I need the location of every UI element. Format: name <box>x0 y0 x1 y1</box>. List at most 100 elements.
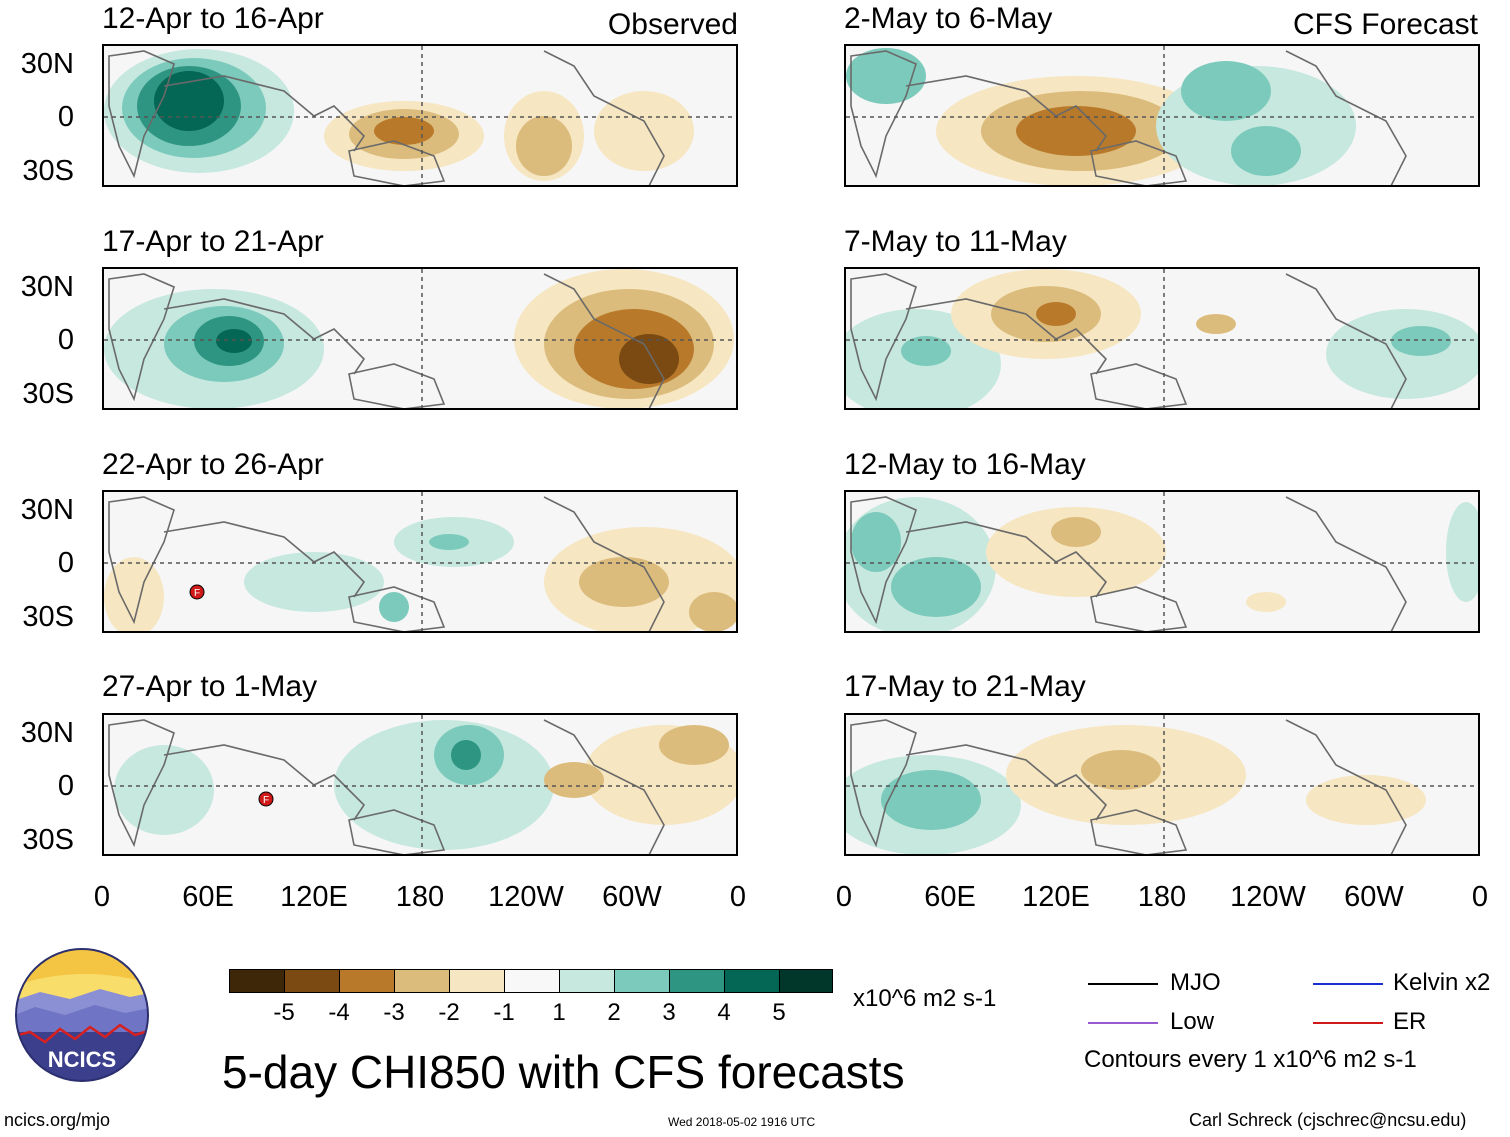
colorbar-label: -5 <box>273 999 295 1026</box>
lon-label: 60E <box>182 881 234 913</box>
colorbar-label: 1 <box>552 999 566 1026</box>
coastlines <box>108 719 665 854</box>
lat-label-30n: 30N <box>20 48 74 80</box>
colorbar-swatch <box>394 969 450 993</box>
lon-label: 120E <box>1022 881 1090 913</box>
lat-label-30n: 30N <box>20 494 74 526</box>
map-panel <box>844 713 1480 856</box>
panel-title-obs-3: 22-Apr to 26-Apr <box>102 448 324 481</box>
map-panel <box>102 44 738 187</box>
contours-note: Contours every 1 x10^6 m2 s-1 <box>1084 1046 1417 1073</box>
lat-label-30s: 30S <box>22 601 74 633</box>
legend-mjo: MJO <box>1170 969 1221 996</box>
storm-marker: F <box>189 584 205 600</box>
negative-anomaly-shading <box>936 76 1216 185</box>
negative-anomaly-shading <box>1006 725 1426 825</box>
kelvin-line <box>1313 983 1383 985</box>
map-panel <box>844 44 1480 187</box>
main-title: 5-day CHI850 with CFS forecasts <box>222 1046 905 1098</box>
lon-label: 180 <box>395 881 445 913</box>
legend-er: ER <box>1393 1008 1427 1035</box>
colorbar-swatch <box>724 969 780 993</box>
ncics-logo: NCICS <box>10 947 155 1082</box>
negative-anomaly-shading <box>951 269 1236 359</box>
negative-anomaly-shading <box>104 527 736 631</box>
colorbar-swatch <box>229 969 285 993</box>
panel-title-obs-2: 17-Apr to 21-Apr <box>102 225 324 258</box>
lon-label: 60E <box>924 881 976 913</box>
colorbar-swatch <box>284 969 340 993</box>
coastlines <box>850 496 1407 631</box>
colorbar-label: -4 <box>328 999 350 1026</box>
observed-label: Observed <box>607 8 738 41</box>
lat-label-eq: 0 <box>57 324 74 356</box>
panel-title-fc-3: 12-May to 16-May <box>844 448 1086 481</box>
lon-label: 120W <box>1230 881 1306 913</box>
footer-url: ncics.org/mjo <box>4 1110 111 1130</box>
colorbar-label: -3 <box>383 999 405 1026</box>
lat-label-30s: 30S <box>22 378 74 410</box>
positive-anomaly-shading <box>104 289 324 408</box>
coastlines <box>850 50 1407 185</box>
positive-anomaly-shading <box>846 309 1478 408</box>
lon-label: 120W <box>488 881 564 913</box>
lon-label: 60W <box>602 881 662 913</box>
lon-label: 0 <box>1471 881 1489 913</box>
mjo-line <box>1088 983 1158 985</box>
colorbar-swatch <box>559 969 615 993</box>
positive-anomaly-shading <box>244 517 514 622</box>
positive-anomaly-shading <box>846 497 1478 631</box>
negative-anomaly-shading <box>986 507 1286 612</box>
colorbar-label: 2 <box>607 999 621 1026</box>
panel-title-fc-4: 17-May to 21-May <box>844 670 1086 703</box>
map-panel: F <box>102 713 738 856</box>
map-panel <box>844 490 1480 633</box>
negative-anomaly-shading <box>324 91 694 181</box>
legend-low: Low <box>1170 1008 1215 1035</box>
footer-author: Carl Schreck (cjschrec@ncsu.edu) <box>1189 1110 1467 1130</box>
legend-kelvin: Kelvin x2 <box>1393 969 1491 996</box>
map-panel <box>102 267 738 410</box>
colorbar-swatch <box>669 969 725 993</box>
lat-label-eq: 0 <box>57 770 74 802</box>
forecast-label: CFS Forecast <box>1292 8 1478 41</box>
positive-anomaly-shading <box>114 720 554 850</box>
colorbar-swatch <box>614 969 670 993</box>
lat-label-eq: 0 <box>57 101 74 133</box>
low-line <box>1088 1022 1158 1024</box>
lat-label-30s: 30S <box>22 824 74 856</box>
lon-label: 60W <box>1344 881 1404 913</box>
negative-anomaly-shading <box>514 269 734 408</box>
positive-anomaly-shading <box>846 755 1021 854</box>
lat-label-30n: 30N <box>20 717 74 749</box>
footer-timestamp: Wed 2018-05-02 1916 UTC <box>668 1115 816 1129</box>
positive-anomaly-shading <box>104 49 294 173</box>
coastlines <box>108 50 665 185</box>
panel-title-obs-1: 12-Apr to 16-Apr <box>102 2 324 35</box>
coastlines <box>850 273 1407 408</box>
positive-anomaly-shading <box>846 48 1356 185</box>
colorbar-label: -2 <box>438 999 460 1026</box>
colorbar-swatch <box>504 969 560 993</box>
coastlines <box>850 719 1407 854</box>
negative-anomaly-shading <box>544 725 736 825</box>
storm-marker-label: F <box>263 795 269 806</box>
storm-marker: F <box>258 791 274 807</box>
er-line <box>1313 1022 1383 1024</box>
lat-label-30n: 30N <box>20 271 74 303</box>
lat-label-30s: 30S <box>22 155 74 187</box>
panel-title-fc-2: 7-May to 11-May <box>844 225 1067 258</box>
lon-label: 180 <box>1137 881 1187 913</box>
map-panel <box>844 267 1480 410</box>
logo-text: NCICS <box>48 1047 116 1072</box>
colorbar-label: 5 <box>772 999 786 1026</box>
lon-label: 120E <box>280 881 348 913</box>
colorbar-label: -1 <box>493 999 515 1026</box>
colorbar-swatch <box>779 969 833 993</box>
coastlines <box>108 496 665 631</box>
colorbar-label: 4 <box>717 999 731 1026</box>
colorbar-swatch <box>449 969 505 993</box>
map-panel: F <box>102 490 738 633</box>
colorbar-swatch <box>339 969 395 993</box>
panel-title-fc-1: 2-May to 6-May <box>844 2 1053 35</box>
